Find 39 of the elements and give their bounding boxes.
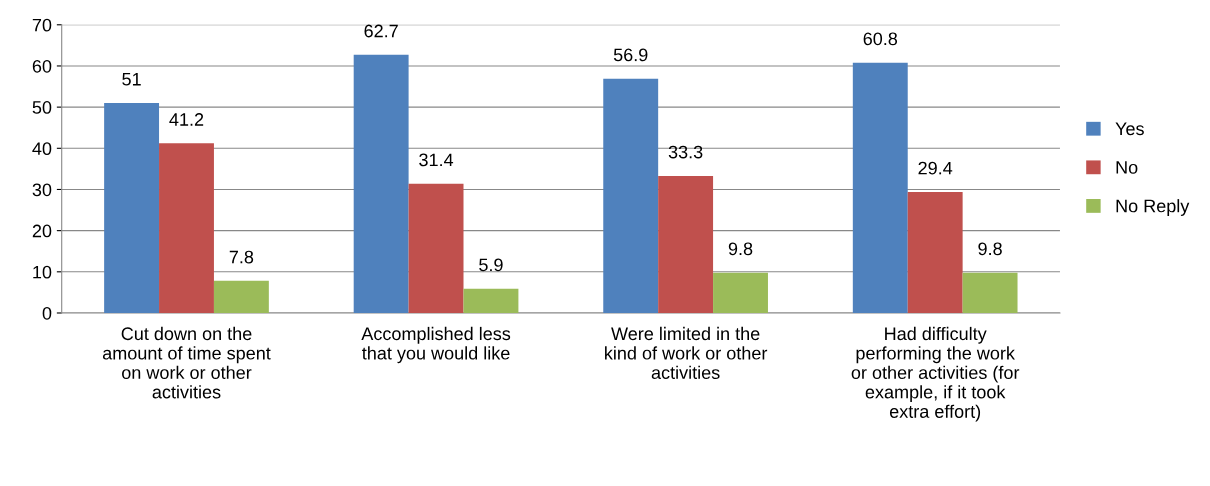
- legend-label: No Reply: [1116, 199, 1190, 216]
- y-tick-label: 0: [42, 306, 52, 320]
- data-label: 33.3: [668, 145, 703, 159]
- data-label: 5.9: [479, 258, 503, 272]
- bar: [962, 272, 1018, 313]
- data-label: 51: [122, 72, 141, 86]
- data-label: 9.8: [978, 242, 1002, 256]
- bar: [353, 54, 409, 313]
- bar: [104, 103, 160, 313]
- data-label: 41.2: [169, 113, 204, 126]
- bar: [658, 175, 714, 313]
- x-tick-label: Accomplished less that you would like: [361, 326, 511, 364]
- bar: [852, 62, 908, 313]
- bar: [713, 272, 768, 313]
- y-tick-label: 70: [32, 18, 52, 32]
- y-tick-label: 60: [32, 59, 52, 73]
- legend-label: Yes: [1115, 122, 1144, 136]
- y-tick-label: 50: [32, 101, 52, 114]
- y-tick-label: 40: [32, 142, 52, 156]
- data-label: 7.8: [229, 250, 254, 264]
- y-tick-label: 20: [32, 224, 52, 238]
- data-label: 56.9: [613, 48, 648, 62]
- bar: [213, 280, 269, 313]
- y-tick-label: 30: [32, 183, 52, 197]
- bar: [159, 143, 214, 313]
- bar: [463, 288, 519, 313]
- bar: [408, 183, 464, 313]
- legend-label: No: [1116, 161, 1138, 174]
- x-tick-label: Were limited in the kind of work or other activities: [605, 326, 768, 380]
- bar: [603, 78, 659, 313]
- data-label: 60.8: [863, 32, 898, 46]
- data-label: 62.7: [364, 24, 398, 38]
- data-label: 31.4: [419, 153, 454, 167]
- data-label: 9.8: [728, 242, 753, 256]
- x-tick-label: Cut down on the amount of time spent on work or other activities: [102, 326, 271, 399]
- data-label: 29.4: [918, 161, 953, 175]
- bar: [907, 191, 963, 313]
- y-tick-label: 10: [33, 265, 52, 279]
- x-tick-label: Had difficulty performing the work or other activities (for example, if it took extra effort): [851, 326, 1020, 422]
